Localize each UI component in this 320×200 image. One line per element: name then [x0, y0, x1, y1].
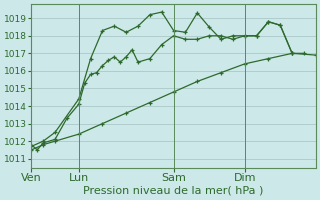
X-axis label: Pression niveau de la mer( hPa ): Pression niveau de la mer( hPa )	[84, 186, 264, 196]
